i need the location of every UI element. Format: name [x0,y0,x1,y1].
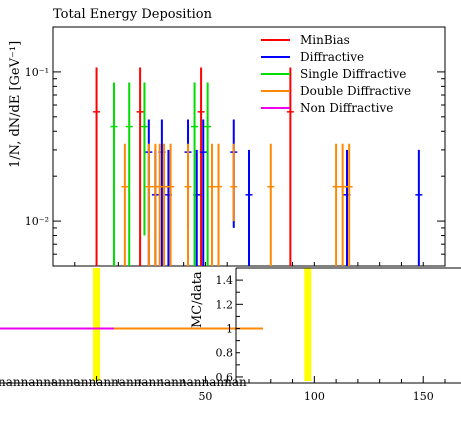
data-point [136,67,144,266]
data-point [208,143,216,266]
main-y-tick-label: 10⁻² [25,215,49,228]
data-point [121,143,129,266]
data-point [151,143,159,266]
ratio-axes [0,267,461,384]
ratio-bands [93,268,312,381]
data-point [145,143,153,266]
data-point [267,143,275,266]
ratio-y-tick-label: 1 [226,323,233,336]
ratio-y-tick-label: 0.6 [216,371,234,384]
data-point [191,82,199,266]
data-point [345,143,353,266]
legend-entry: Double Diffractive [261,84,411,98]
legend-label: Single Diffractive [300,67,406,81]
data-point [204,82,212,266]
legend-label: Non Diffractive [300,101,393,115]
data-point [110,82,118,266]
ratio-y-tick-label: 1.4 [216,274,234,287]
legend-entry: Non Diffractive [261,101,393,115]
data-point [93,67,101,266]
data-point [339,143,347,266]
ratio-y-tick-label: 0.8 [216,347,234,360]
data-point [230,143,238,222]
data-point [215,143,223,266]
ratio-x-tick-label: 50 [198,390,212,403]
ratio-x-tick-labels: 50 100 150 [198,390,433,403]
data-point [125,82,133,266]
main-y-tick-label: 10⁻¹ [25,66,49,79]
data-point [160,143,168,266]
legend-entry: Single Diffractive [261,67,406,81]
legend-label: Double Diffractive [300,84,411,98]
chart-title: Total Energy Deposition [53,7,213,22]
data-point [197,67,205,266]
ratio-y-tick-label: 1.2 [216,298,234,311]
data-point [245,149,253,266]
data-point [415,149,423,266]
ratio-y-axis-label: MC/data [190,271,205,328]
ratio-band [304,268,312,381]
data-point [199,119,207,266]
data-point [167,143,175,266]
ratio-band [93,268,101,381]
legend-entry: Diffractive [261,50,364,64]
main-data-marks [93,67,423,266]
main-y-tick-labels: 10⁻² 10⁻¹ [25,66,49,228]
data-point [286,67,294,266]
ratio-x-tick-label: 150 [413,390,434,403]
main-y-axis-label: 1/N, dN/dE [GeV⁻¹] [8,41,23,168]
ratio-x-overflow-labels: nannannannannannannannannannannan [0,375,247,389]
ratio-y-tick-labels: 0.6 0.8 1 1.2 1.4 [216,274,234,384]
data-point [332,143,340,266]
legend-label: MinBias [300,33,350,47]
legend: MinBias Diffractive Single Diffractive Doub… [261,33,411,115]
data-point [184,143,192,266]
legend-entry: MinBias [261,33,350,47]
data-point [140,82,148,236]
ratio-x-tick-label: 100 [304,390,325,403]
legend-label: Diffractive [300,50,364,64]
